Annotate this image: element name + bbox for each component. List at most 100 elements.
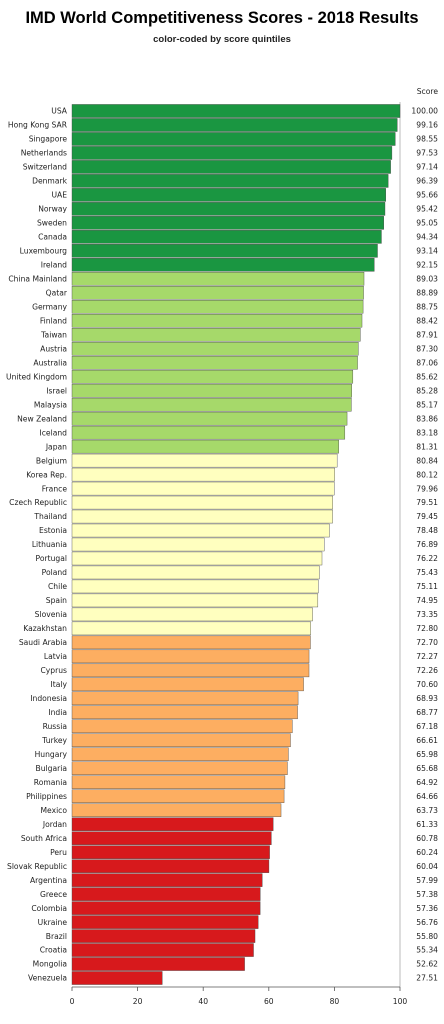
category-label: Mexico (40, 806, 67, 815)
category-label: Peru (50, 848, 67, 857)
score-label: 67.18 (416, 722, 438, 731)
bar (71, 789, 285, 803)
score-label: 75.11 (416, 582, 438, 591)
bars-layer (71, 104, 401, 985)
bar (71, 775, 286, 789)
bar (71, 523, 330, 538)
score-label: 72.70 (416, 638, 438, 647)
category-label: Italy (51, 680, 68, 689)
score-label: 79.51 (416, 498, 438, 507)
category-label: Taiwan (40, 330, 67, 339)
category-label: Canada (38, 233, 67, 242)
bar (71, 621, 311, 636)
bar (71, 509, 333, 524)
bar (71, 551, 323, 566)
category-label: Ukraine (38, 918, 68, 927)
bar (71, 327, 361, 342)
category-label: South Africa (21, 834, 67, 843)
category-label: Philippines (26, 792, 67, 801)
bar (71, 593, 319, 608)
bar (71, 104, 401, 118)
bar (71, 481, 335, 496)
bar (71, 300, 364, 314)
bar (71, 244, 378, 258)
score-label: 83.86 (416, 414, 438, 423)
score-label: 68.93 (416, 694, 438, 703)
bar (71, 915, 259, 929)
score-label: 64.92 (416, 778, 438, 787)
score-label: 78.48 (416, 526, 438, 535)
bar (71, 971, 163, 985)
bar (71, 341, 359, 356)
category-label: Brazil (46, 932, 67, 941)
bar (71, 803, 282, 817)
score-column-header: Score (417, 87, 439, 96)
category-label: Slovak Republic (7, 862, 67, 871)
bar (71, 160, 391, 174)
category-label: Korea Rep. (26, 470, 67, 479)
score-label: 65.98 (416, 750, 438, 759)
score-label: 72.80 (416, 624, 438, 633)
score-label: 66.61 (416, 736, 438, 745)
score-label: 27.51 (416, 974, 438, 983)
score-label: 95.66 (416, 191, 438, 200)
score-label: 100.00 (411, 107, 438, 116)
x-tick-label: 80 (330, 997, 340, 1006)
bar (71, 859, 270, 873)
score-label: 61.33 (416, 820, 438, 829)
category-label: Czech Republic (9, 498, 67, 507)
category-label: Netherlands (21, 149, 67, 158)
score-label: 89.03 (416, 275, 438, 284)
bar (71, 202, 386, 216)
score-label: 79.96 (416, 484, 438, 493)
category-label: Bulgaria (36, 764, 68, 773)
category-label: UAE (51, 191, 67, 200)
score-label: 73.35 (416, 610, 438, 619)
score-label: 88.42 (416, 316, 438, 325)
score-label: 85.17 (416, 400, 438, 409)
category-label: Romania (34, 778, 67, 787)
x-axis: 0 20 40 60 80 100 (70, 986, 407, 1006)
bar (71, 258, 375, 272)
chart-title: IMD World Competitiveness Scores - 2018 … (25, 9, 419, 27)
category-label: Singapore (29, 135, 68, 144)
score-label: 57.38 (416, 890, 438, 899)
category-label: Slovenia (35, 610, 67, 619)
score-label: 72.26 (416, 666, 438, 675)
score-label: 88.75 (416, 302, 438, 311)
score-label: 79.45 (416, 512, 438, 521)
category-label: United Kingdom (6, 372, 67, 381)
score-label: 56.76 (416, 918, 438, 927)
bar (71, 817, 274, 831)
score-label: 98.55 (416, 135, 438, 144)
score-label: 80.12 (416, 470, 438, 479)
score-label: 99.16 (416, 121, 438, 130)
score-label: 88.89 (416, 288, 438, 297)
bar (71, 663, 310, 678)
category-label: Australia (33, 358, 67, 367)
bar (71, 453, 338, 468)
category-label: Saudi Arabia (19, 638, 67, 647)
category-label: Argentina (30, 876, 67, 885)
category-label: Kazakhstan (23, 624, 67, 633)
bar (71, 369, 354, 384)
category-label: Thailand (33, 512, 67, 521)
score-label: 55.34 (416, 946, 438, 955)
category-label: Jordan (42, 820, 67, 829)
bar (71, 439, 339, 454)
bar (71, 355, 358, 370)
category-label: Luxembourg (20, 247, 68, 256)
chart-subtitle: color-coded by score quintiles (153, 34, 291, 45)
bar (71, 411, 348, 426)
score-label: 63.73 (416, 806, 438, 815)
bar (71, 887, 261, 901)
bar (71, 146, 393, 160)
bar (71, 705, 298, 720)
bar (71, 272, 365, 286)
bar (71, 565, 320, 580)
score-label: 87.06 (416, 358, 438, 367)
category-label: Norway (38, 205, 67, 214)
bar (71, 579, 319, 594)
category-label: Iceland (40, 428, 68, 437)
